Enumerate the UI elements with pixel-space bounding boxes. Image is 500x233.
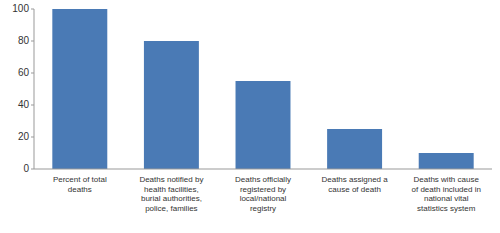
y-tick-label: 60 <box>18 67 30 78</box>
x-axis-line <box>34 169 492 170</box>
y-tick <box>31 73 34 74</box>
y-tick-label: 80 <box>18 35 30 46</box>
bars <box>52 9 473 169</box>
y-tick-label: 40 <box>18 99 30 110</box>
y-tick <box>31 9 34 10</box>
x-tick-label: Percent of totaldeaths <box>53 175 107 194</box>
chart: 0 20 40 60 80 100 Percent of totaldeaths Deaths… <box>0 0 500 233</box>
bar <box>419 153 474 169</box>
bar <box>236 81 291 169</box>
x-tick-label: Deaths notified byhealth facilities,buri… <box>139 175 203 213</box>
y-tick-label: 100 <box>12 3 29 14</box>
y-tick <box>31 105 34 106</box>
x-tick-label: Deaths with causeof death included innat… <box>412 175 481 213</box>
bar <box>52 9 107 169</box>
y-tick-label: 20 <box>18 131 30 142</box>
y-tick <box>31 41 34 42</box>
bar <box>327 129 382 169</box>
x-tick-label: Deaths assigned acause of death <box>321 175 388 194</box>
chart-container: 0 20 40 60 80 100 Percent of totaldeaths Deaths… <box>0 0 500 233</box>
y-tick-label: 0 <box>23 163 29 174</box>
y-tick <box>31 137 34 138</box>
bar <box>144 41 199 169</box>
y-axis-line <box>34 9 35 169</box>
y-tick <box>31 169 34 170</box>
x-tick-label: Deaths officiallyregistered bylocal/nati… <box>235 175 291 213</box>
